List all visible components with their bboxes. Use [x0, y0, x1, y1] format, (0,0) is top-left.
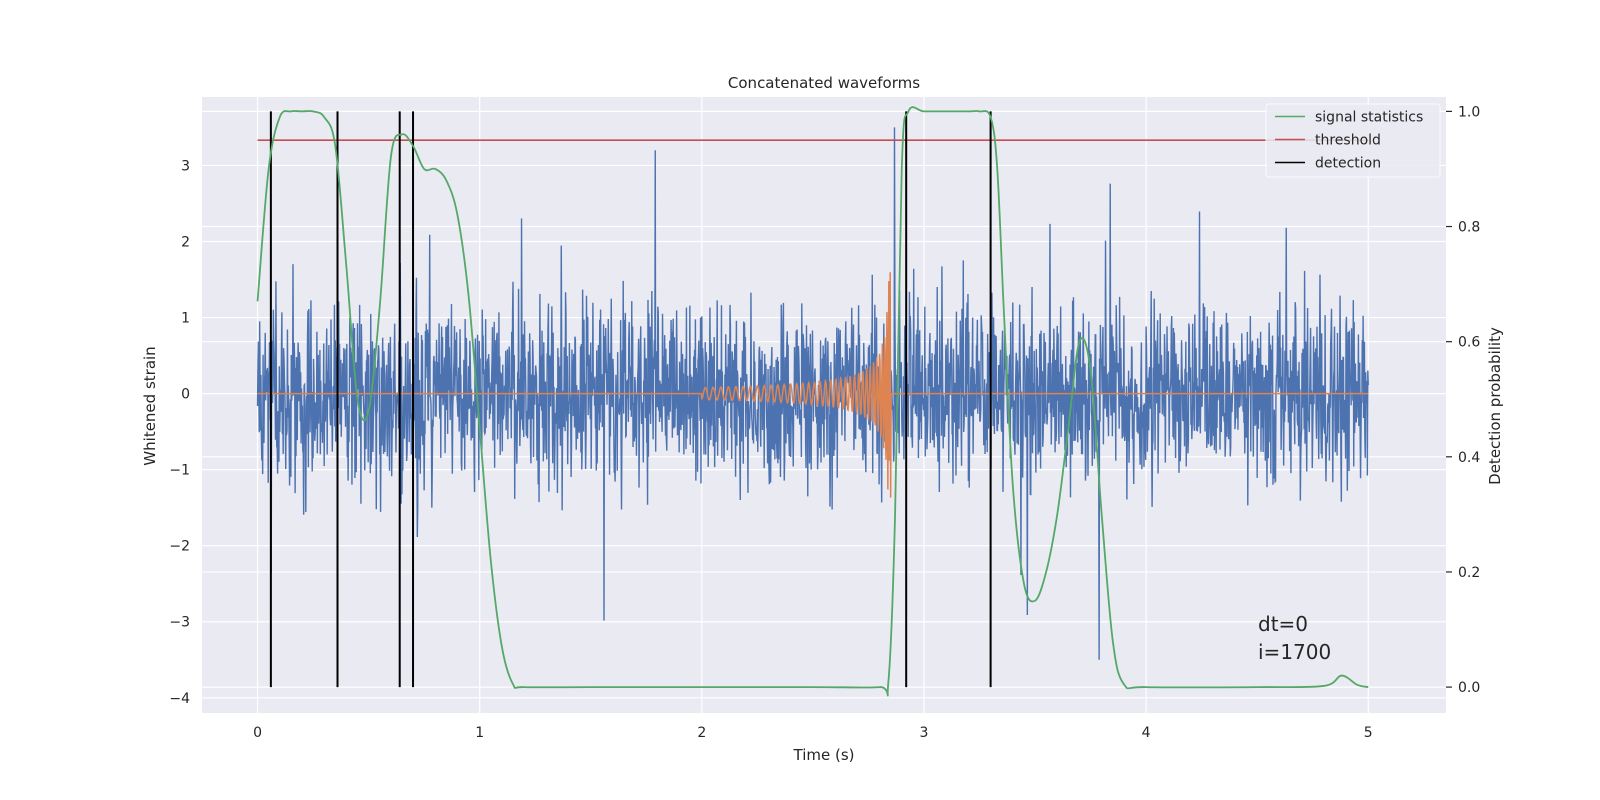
- right-axis-ticks: 0.0 0.2 0.4 0.6 0.8 1.0: [1446, 104, 1480, 696]
- series-layer: [256, 106, 1369, 697]
- series-whitened-strain: [256, 127, 1369, 660]
- y-right-tick-label: 0.2: [1458, 565, 1480, 581]
- y-right-tick-label: 0.6: [1458, 335, 1480, 351]
- y-right-tick-label: 0.0: [1458, 680, 1480, 696]
- legend-label-threshold: threshold: [1315, 133, 1381, 149]
- x-tick-label: 2: [697, 725, 706, 741]
- x-axis-ticks: 0 1 2 3 4 5: [253, 725, 1373, 741]
- series-injected-waveform: [257, 272, 1369, 498]
- x-axis-label: Time (s): [793, 746, 855, 764]
- legend-box: [1265, 103, 1441, 178]
- legend: signal statistics threshold detection: [1265, 103, 1441, 178]
- y-right-tick-label: 0.8: [1458, 220, 1480, 236]
- x-tick-label: 3: [920, 725, 929, 741]
- x-tick-label: 5: [1364, 725, 1373, 741]
- y-axis-label: Whitened strain: [141, 346, 159, 465]
- y-tick-label: −2: [169, 539, 190, 555]
- y-tick-label: 2: [181, 234, 190, 250]
- y-tick-label: −1: [169, 463, 190, 479]
- y-axis-right-label: Detection probability: [1486, 327, 1504, 485]
- y-tick-label: 0: [181, 387, 190, 403]
- y-tick-label: 1: [181, 311, 190, 327]
- chart-title: Concatenated waveforms: [728, 74, 920, 92]
- y-right-tick-label: 1.0: [1458, 104, 1480, 120]
- x-tick-label: 4: [1142, 725, 1151, 741]
- y-tick-label: 3: [181, 158, 190, 174]
- x-tick-label: 1: [475, 725, 484, 741]
- y-right-tick-label: 0.4: [1458, 450, 1480, 466]
- y-tick-label: −3: [169, 615, 190, 631]
- series-signal-statistics: [256, 106, 1369, 697]
- legend-label-signal-statistics: signal statistics: [1315, 110, 1423, 126]
- x-tick-label: 0: [253, 725, 262, 741]
- left-axis-ticks: −4 −3 −2 −1 0 1 2 3: [169, 158, 190, 706]
- y-tick-label: −4: [169, 691, 190, 707]
- legend-label-detection: detection: [1315, 156, 1381, 172]
- annotation-dt: dt=0: [1258, 612, 1308, 636]
- annotation-index: i=1700: [1258, 640, 1331, 664]
